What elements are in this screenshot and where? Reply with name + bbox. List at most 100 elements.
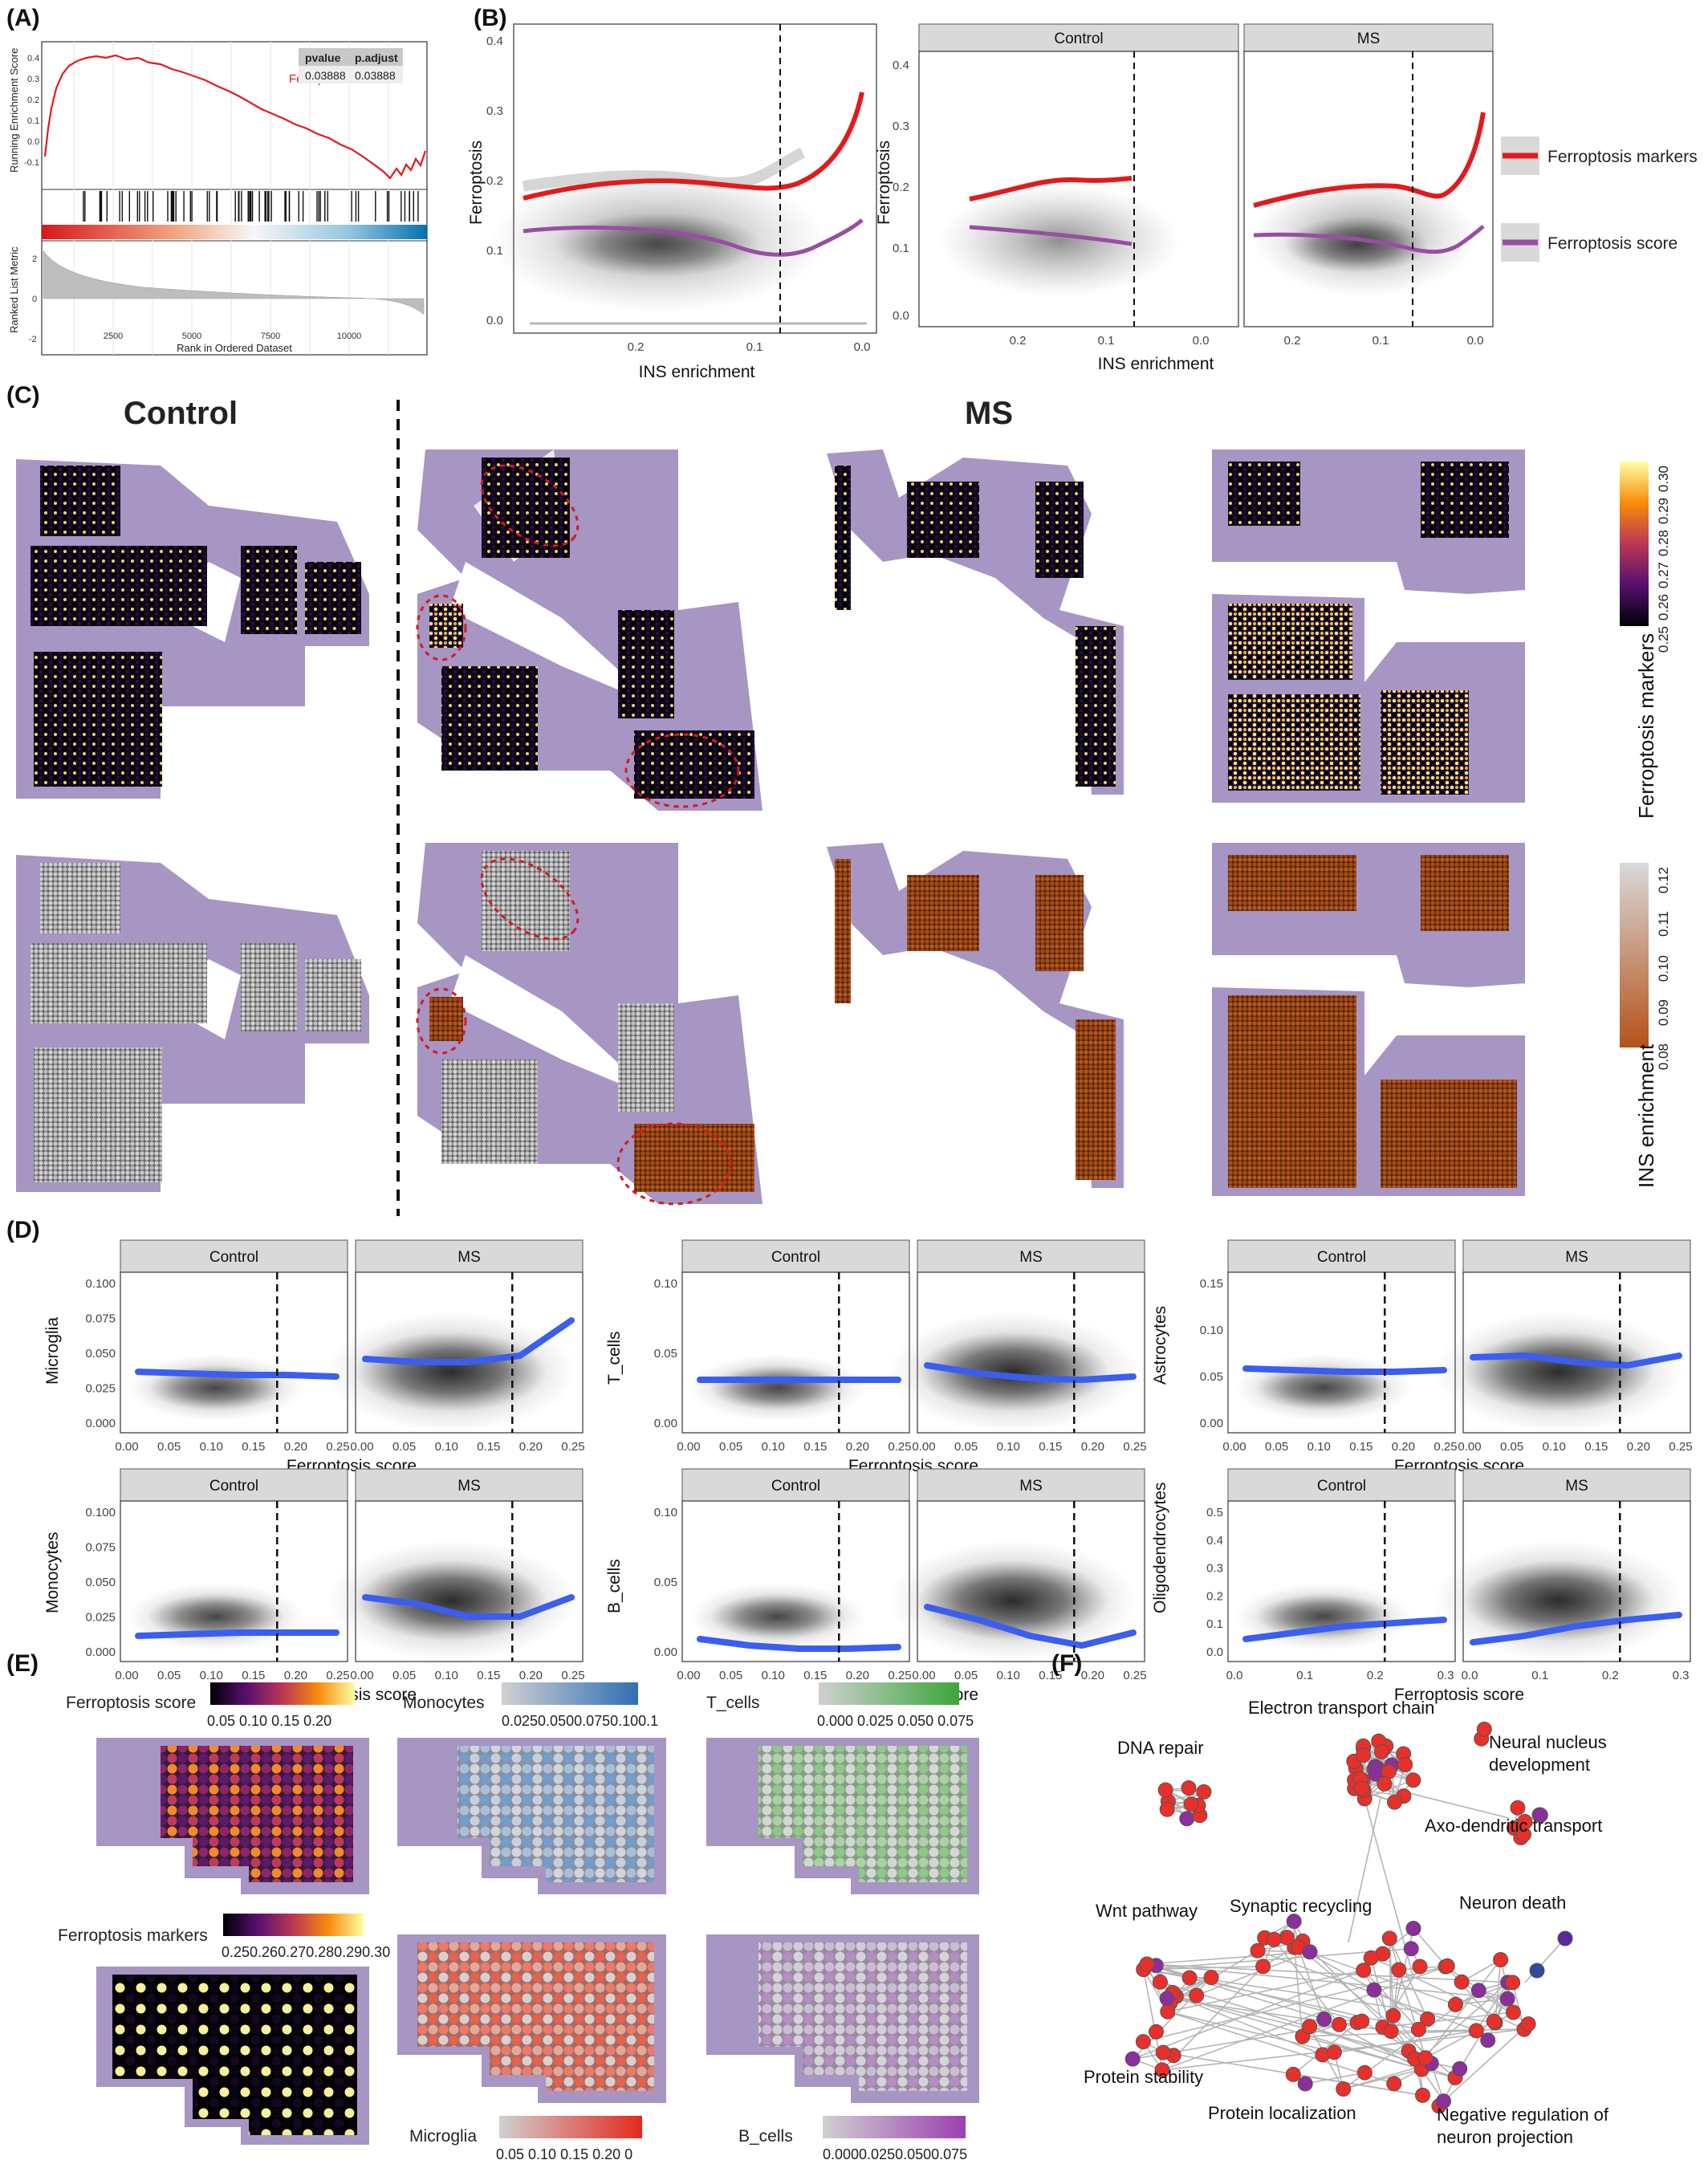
network-edge bbox=[1146, 1963, 1362, 2022]
c-ms3-top-spots-1 bbox=[1228, 462, 1300, 526]
d-strip bbox=[1227, 1468, 1456, 1502]
d-ytick: 0.2 bbox=[1206, 1589, 1223, 1603]
network-node bbox=[1436, 2093, 1451, 2109]
metric-tick-0: 2 bbox=[32, 254, 37, 264]
b2-xtick-3: 0.2 bbox=[1284, 334, 1301, 348]
network-node bbox=[1160, 2003, 1176, 2020]
d-xtick: 0.3 bbox=[1438, 1669, 1454, 1682]
gsea-table-body-bg bbox=[299, 66, 403, 83]
b-legend-label-markers: Ferroptosis markers bbox=[1547, 148, 1698, 166]
d-strip bbox=[681, 1239, 910, 1273]
d-xtick: 0.10 bbox=[1307, 1440, 1331, 1454]
e-legend5-title: Microglia bbox=[409, 2127, 477, 2146]
network-node bbox=[1189, 1987, 1205, 2003]
d-ytick: 0.05 bbox=[1200, 1370, 1223, 1384]
d-xtick: 0.10 bbox=[997, 1440, 1020, 1454]
cb2-tick-0: 0.12 bbox=[1656, 867, 1671, 893]
network-node bbox=[1470, 1983, 1486, 1999]
d-ytick: 0.075 bbox=[85, 1541, 116, 1555]
network-node bbox=[1381, 1930, 1397, 1946]
b2-ytick-4: 0.0 bbox=[893, 309, 909, 323]
d-plot-ylabel: T_cells bbox=[605, 1331, 624, 1385]
d-ytick: 0.1 bbox=[1206, 1617, 1223, 1631]
d-xtick: 0.25 bbox=[1123, 1440, 1146, 1454]
c-colorbar-markers bbox=[1620, 462, 1649, 626]
d-strip-label: MS bbox=[1019, 1478, 1043, 1495]
net-label-negative-regulation: Negative regulation of bbox=[1437, 2105, 1609, 2125]
c-ms2-top-spots-1 bbox=[907, 482, 979, 558]
network-node bbox=[1520, 2016, 1536, 2032]
d-xtick: 0.10 bbox=[435, 1669, 458, 1682]
d-ytick: 0.5 bbox=[1206, 1506, 1223, 1519]
network-node bbox=[1302, 2019, 1318, 2035]
d-strip-label: MS bbox=[458, 1478, 481, 1495]
d-xtick: 0.10 bbox=[200, 1669, 223, 1682]
network-edge bbox=[1396, 1789, 1510, 1819]
b2-xtick-2: 0.0 bbox=[1193, 334, 1210, 348]
gsea-metric-ticks: 2 0 -2 bbox=[29, 254, 37, 344]
d-scatter-cloud bbox=[709, 1594, 846, 1639]
network-node bbox=[1417, 2050, 1434, 2066]
c-ms3-bottom-spots-4 bbox=[1381, 1080, 1517, 1188]
net-label-protein-stability: Protein stability bbox=[1084, 2067, 1203, 2087]
panel-a-gsea: Ferroptosis pvalue p.adjust 0.03888 0.03… bbox=[8, 41, 428, 356]
gsea-table-padjust: 0.03888 bbox=[355, 69, 396, 82]
b-plot2-control-red-curve bbox=[969, 176, 1133, 201]
net-label-wnt: Wnt pathway bbox=[1096, 1901, 1198, 1921]
e-legend2-title: Monocytes bbox=[403, 1694, 485, 1712]
b-plot1-xticks: 0.2 0.1 0.0 bbox=[628, 340, 871, 354]
b1-ytick-2: 0.2 bbox=[486, 174, 503, 188]
gsea-xlabel: Rank in Ordered Dataset bbox=[177, 342, 292, 354]
c-ms1-top-gap bbox=[449, 562, 658, 706]
metric-tick-2: -2 bbox=[29, 335, 37, 344]
c-ms1-top-spots-5 bbox=[634, 730, 754, 799]
b-plot2-ms-red-curve bbox=[1253, 112, 1486, 208]
d-xtick: 0.05 bbox=[719, 1669, 742, 1682]
x-tick-2: 7500 bbox=[261, 332, 280, 341]
e-legend4-bar bbox=[223, 1914, 364, 1936]
b-plot2-yticks: 0.4 0.3 0.2 0.1 0.0 bbox=[893, 59, 909, 323]
d-smooth-curve bbox=[135, 1629, 340, 1639]
b-strip-control-label: Control bbox=[1054, 31, 1103, 47]
network-node bbox=[1420, 2011, 1436, 2027]
net-label-neuron-projection: neuron projection bbox=[1437, 2127, 1573, 2147]
network-edge bbox=[1146, 1951, 1311, 1965]
d-smooth-curve bbox=[1242, 1365, 1447, 1375]
e-legend4-title: Ferroptosis markers bbox=[58, 1926, 208, 1945]
gsea-hit-bars bbox=[83, 191, 419, 222]
d-xtick: 0.00 bbox=[677, 1440, 700, 1454]
b2-xtick-4: 0.1 bbox=[1372, 334, 1389, 348]
network-node bbox=[1387, 1794, 1402, 1810]
b2-ytick-3: 0.1 bbox=[893, 242, 909, 255]
d-xtick: 0.00 bbox=[115, 1669, 138, 1682]
network-edge bbox=[1343, 2068, 1422, 2090]
network-node bbox=[1354, 2013, 1370, 2029]
network-node bbox=[1505, 1975, 1521, 1991]
e-map2-spots bbox=[458, 1746, 654, 1882]
b-plot1-red-ci bbox=[522, 147, 806, 192]
gsea-running-es-curve bbox=[43, 54, 427, 180]
d-strip-label: Control bbox=[1317, 1478, 1366, 1495]
d-strip-label: Control bbox=[771, 1249, 820, 1266]
d-xtick: 0.00 bbox=[912, 1440, 935, 1454]
d-strip bbox=[1227, 1239, 1456, 1273]
gsea-ylabel-metric: Ranked List Metric bbox=[8, 246, 20, 333]
c-ms2-top-spots-3 bbox=[1076, 626, 1116, 787]
network-edge bbox=[1132, 1969, 1364, 2060]
d-xtick: 0.05 bbox=[157, 1440, 181, 1454]
d-plot-3: Astrocytes Control 0.00 0.05 0.10 0.15 0.20 0.2… bbox=[1151, 1239, 1693, 1475]
e-legend2-bar bbox=[502, 1682, 638, 1705]
e-legend3-title: T_cells bbox=[706, 1694, 760, 1712]
c-ms1-top-circle-3 bbox=[624, 733, 740, 808]
d-ytick: 0.10 bbox=[1200, 1324, 1223, 1337]
b2-xtick-0: 0.2 bbox=[1010, 334, 1027, 348]
d-strip-label: MS bbox=[1565, 1249, 1588, 1266]
d-xtick: 0.25 bbox=[888, 1669, 911, 1682]
d-xtick: 0.05 bbox=[1265, 1440, 1288, 1454]
e-legend6-bar bbox=[823, 2116, 966, 2138]
network-node bbox=[1468, 2023, 1484, 2039]
d-xtick: 0.20 bbox=[284, 1669, 307, 1682]
d-xtick: 0.20 bbox=[519, 1669, 543, 1682]
network-edge bbox=[1167, 2011, 1395, 2085]
d-scatter-cloud bbox=[147, 1594, 284, 1639]
